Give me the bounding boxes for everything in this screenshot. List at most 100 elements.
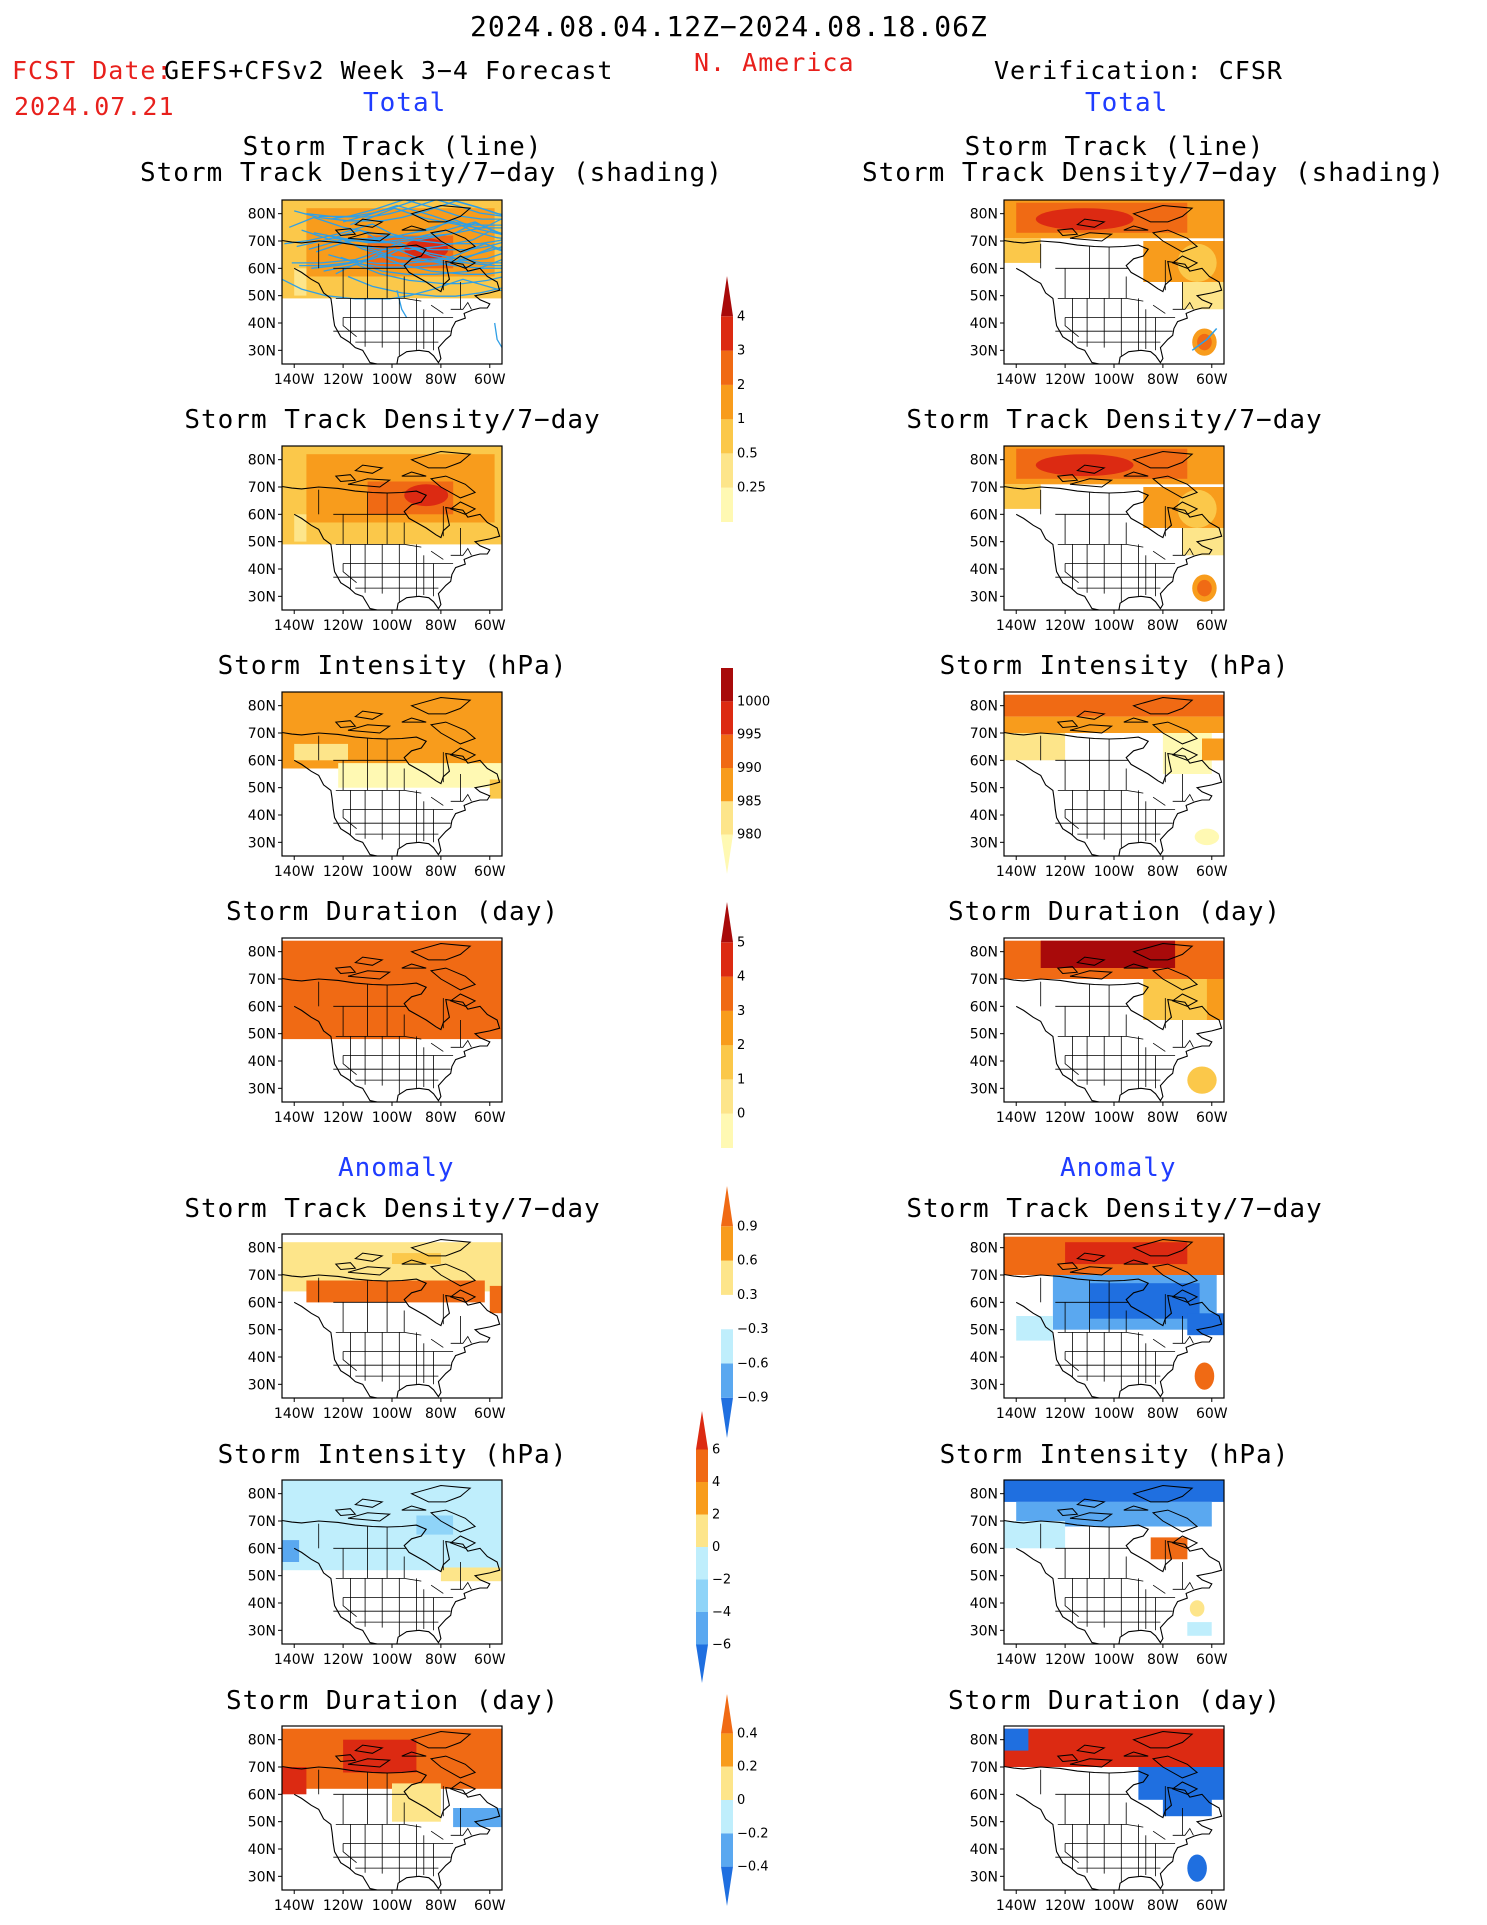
lat-label: 50N — [248, 1815, 276, 1831]
lon-label: 140W — [996, 864, 1037, 880]
lon-label: 80W — [1147, 1110, 1179, 1126]
lon-label: 120W — [323, 1110, 364, 1126]
lat-label: 60N — [248, 1787, 276, 1803]
colorbar-label: 1000 — [737, 694, 770, 709]
lon-label: 140W — [274, 1898, 315, 1914]
map-duration-verification: 80N 70N 60N 50N 40N 30N 140W 120W 100W 80W 60W — [970, 937, 1228, 1126]
colorbar-label: −0.3 — [737, 1322, 769, 1337]
map-duration-anomaly-forecast: 80N 70N 60N 50N 40N 30N 140W 120W 100W 80W 60W — [248, 1725, 506, 1914]
date-range: 2024.08.04.12Z−2024.08.18.06Z — [470, 10, 988, 43]
lat-label: 60N — [248, 261, 276, 277]
lon-label: 120W — [323, 1406, 364, 1422]
colorbar-label: 1 — [737, 1072, 745, 1087]
title-l2: Storm Track Density/7−day — [184, 405, 601, 435]
lat-label: 60N — [248, 1541, 276, 1557]
lon-label: 60W — [474, 372, 506, 388]
lat-label: 40N — [970, 1842, 998, 1858]
lat-label: 30N — [248, 589, 276, 605]
lon-label: 140W — [996, 1406, 1037, 1422]
lat-label: 50N — [970, 535, 998, 551]
colorbar-label: 2 — [737, 378, 745, 393]
field-shading — [282, 1728, 502, 1828]
lon-label: 100W — [1094, 1406, 1135, 1422]
colorbar-duration-total: 5 4 3 2 1 0 — [721, 902, 745, 1148]
lat-label: 60N — [970, 1541, 998, 1557]
lat-label: 30N — [970, 1623, 998, 1639]
lat-label: 40N — [248, 562, 276, 578]
storm-track-line — [311, 247, 502, 269]
title-r2: Storm Track Density/7−day — [906, 405, 1323, 435]
field-shading — [282, 692, 502, 799]
storm-track-line — [299, 245, 502, 267]
colorbar-swatch — [721, 1833, 733, 1867]
lon-label: 140W — [274, 1406, 315, 1422]
field-shading — [1004, 1236, 1224, 1390]
lat-label: 50N — [970, 1027, 998, 1043]
field-shading — [282, 940, 502, 1040]
colorbar-swatch — [721, 316, 733, 351]
lat-label: 30N — [970, 835, 998, 851]
lon-label: 60W — [1196, 1652, 1228, 1668]
colorbar-density-total: 4 3 2 1 0.5 0.25 — [721, 276, 766, 522]
lon-label: 80W — [1147, 1898, 1179, 1914]
colorbar-swatch — [721, 1329, 733, 1364]
storm-track-line — [291, 242, 502, 264]
map-density-verification: 80N 70N 60N 50N 40N 30N 140W 120W 100W 80W 60W — [970, 445, 1228, 634]
lon-label: 140W — [996, 1110, 1037, 1126]
lon-label: 100W — [1094, 618, 1135, 634]
colorbar-swatch — [696, 1449, 708, 1482]
colorbar-label: 5 — [737, 935, 745, 950]
colorbar-swatch — [721, 1363, 733, 1398]
storm-track-line — [289, 216, 502, 238]
lat-label: 40N — [248, 1842, 276, 1858]
title-l4: Storm Duration (day) — [225, 897, 560, 927]
colorbar-swatch — [721, 942, 733, 977]
lon-label: 100W — [372, 1406, 413, 1422]
lat-label: 50N — [248, 781, 276, 797]
left-total-label: Total — [363, 88, 447, 118]
lat-label: 80N — [970, 1733, 998, 1749]
lat-label: 80N — [248, 699, 276, 715]
lon-label: 80W — [425, 372, 457, 388]
lat-label: 70N — [970, 1760, 998, 1776]
colorbar-label: 0.9 — [737, 1219, 758, 1234]
colorbar-label: 2 — [737, 1038, 745, 1053]
colorbar-swatch — [721, 1733, 733, 1767]
lat-label: 40N — [970, 1350, 998, 1366]
colorbar-swatch — [721, 1045, 733, 1080]
lon-label: 60W — [474, 1406, 506, 1422]
lat-label: 30N — [248, 1623, 276, 1639]
title-r1b: Storm Track Density/7−day (shading) — [862, 158, 1445, 188]
colorbar-duration-anomaly: 0.4 0.2 0 −0.2 −0.4 — [721, 1694, 769, 1906]
storm-track-line — [340, 246, 502, 268]
fcst-date-label: FCST Date: — [12, 56, 173, 85]
lon-label: 120W — [1045, 864, 1086, 880]
lat-label: 80N — [248, 1733, 276, 1749]
lat-label: 30N — [248, 343, 276, 359]
lon-label: 80W — [1147, 1406, 1179, 1422]
lon-label: 120W — [323, 1652, 364, 1668]
colorbar-swatch — [721, 384, 733, 420]
lat-label: 50N — [970, 1815, 998, 1831]
colorbar-swatch — [696, 1644, 708, 1683]
lon-label: 100W — [372, 1110, 413, 1126]
lat-label: 60N — [970, 999, 998, 1015]
title-r6: Storm Intensity (hPa) — [939, 1440, 1290, 1470]
lon-label: 80W — [425, 1898, 457, 1914]
lat-label: 40N — [970, 1596, 998, 1612]
colorbar-label: 4 — [737, 309, 745, 324]
colorbar-intensity-anomaly: 6 4 2 0 −2 −4 −6 — [696, 1411, 731, 1683]
lon-label: 60W — [474, 1898, 506, 1914]
colorbar-swatch — [721, 453, 733, 488]
colorbar-swatch — [721, 1800, 733, 1834]
colorbar-swatch — [721, 1113, 733, 1148]
lon-label: 100W — [1094, 1110, 1135, 1126]
colorbar-swatch — [721, 1226, 733, 1261]
lon-label: 120W — [323, 618, 364, 634]
lat-label: 80N — [248, 453, 276, 469]
colorbar-label: 985 — [737, 794, 762, 809]
lat-label: 50N — [248, 1323, 276, 1339]
lat-label: 40N — [248, 316, 276, 332]
field-shading — [1004, 1480, 1224, 1636]
colorbar-label: 0 — [737, 1107, 745, 1122]
